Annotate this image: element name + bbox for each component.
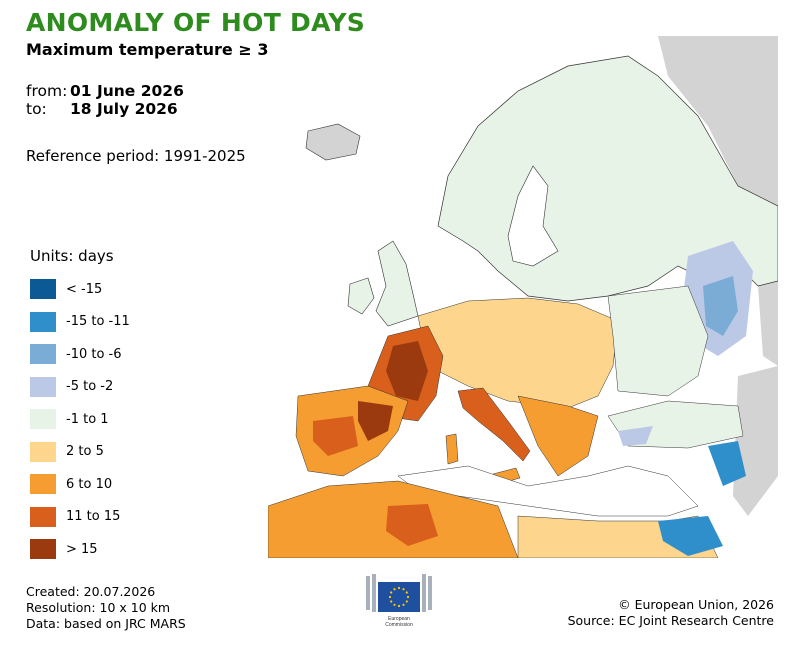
copyright: © European Union, 2026 (618, 597, 774, 612)
legend-swatch (30, 539, 56, 560)
eastern-europe-neutral (607, 285, 709, 397)
eu-star-icon (390, 600, 393, 603)
period-to: to: 18 July 2026 (26, 100, 178, 118)
resolution: Resolution: 10 x 10 km (26, 600, 171, 615)
legend: Units: days < -15 -15 to -11 -10 to -6 -5 t… (30, 247, 130, 566)
legend-label: -5 to -2 (66, 379, 114, 395)
logo-text-2: Commission (385, 622, 413, 628)
data-source: Data: based on JRC MARS (26, 616, 186, 631)
legend-swatch (30, 376, 56, 397)
reference-period: Reference period: 1991-2025 (26, 147, 246, 165)
north-africa-extreme (386, 504, 438, 546)
legend-rows: < -15 -15 to -11 -10 to -6 -5 to -2 -1 to 1 2… (30, 273, 130, 566)
eu-star-icon (397, 604, 401, 608)
legend-item: -15 to -11 (30, 306, 130, 339)
legend-item: 6 to 10 (30, 468, 130, 501)
eu-star-icon (406, 595, 410, 599)
logo-text-1: European (388, 616, 410, 622)
to-label: to: (26, 100, 47, 118)
legend-label: 11 to 15 (66, 509, 121, 525)
legend-swatch (30, 506, 56, 527)
no-data-east (758, 281, 778, 366)
eu-star-icon (393, 603, 396, 606)
legend-label: -10 to -6 (66, 346, 122, 362)
egypt-negative (658, 516, 723, 556)
legend-swatch (30, 441, 56, 462)
legend-label: < -15 (66, 281, 103, 297)
legend-swatch (30, 344, 56, 365)
no-data-northeast (658, 36, 778, 206)
ireland (347, 277, 375, 315)
eu-star-icon (405, 591, 408, 594)
iberia-strong (313, 416, 358, 456)
from-date: 01 June 2026 (70, 82, 184, 100)
map-subtitle: Maximum temperature ≥ 35°C (26, 40, 300, 59)
legend-item: 11 to 15 (30, 501, 130, 534)
baltic-sea (507, 165, 559, 267)
italy-anomaly (457, 387, 531, 462)
iberia-extreme (358, 401, 393, 441)
legend-label: 2 to 5 (66, 444, 104, 460)
to-date: 18 July 2026 (70, 100, 178, 118)
period-from: from: 01 June 2026 (26, 82, 184, 100)
legend-item: 2 to 5 (30, 436, 130, 469)
eu-star-icon (393, 588, 396, 591)
legend-swatch (30, 474, 56, 495)
turkey-negative (618, 426, 653, 446)
levant-negative (708, 441, 746, 486)
legend-swatch (30, 279, 56, 300)
legend-item: -5 to -2 (30, 371, 130, 404)
legend-label: 6 to 10 (66, 476, 113, 492)
iceland (305, 123, 361, 161)
from-label: from: (26, 82, 68, 100)
eu-star-icon (402, 603, 405, 606)
legend-label: -15 to -11 (66, 314, 130, 330)
legend-label: -1 to 1 (66, 411, 109, 427)
eu-star-icon (402, 588, 405, 591)
created-date: Created: 20.07.2026 (26, 584, 156, 599)
balkans-anomaly (517, 395, 599, 477)
footer-right: © European Union, 2026 Source: EC Joint … (568, 597, 774, 629)
legend-units: Units: days (30, 247, 114, 265)
map-title: ANOMALY OF HOT DAYS (26, 8, 366, 37)
legend-item: < -15 (30, 273, 130, 306)
legend-item: > 15 (30, 533, 130, 566)
europe-anomaly-map (268, 36, 778, 558)
sardinia (445, 433, 459, 465)
france-extreme (386, 341, 428, 401)
eu-star-icon (390, 591, 393, 594)
legend-swatch (30, 311, 56, 332)
legend-item: -10 to -6 (30, 338, 130, 371)
legend-swatch (30, 409, 56, 430)
footer-left: Created: 20.07.2026 Resolution: 10 x 10 … (26, 584, 186, 632)
legend-label: > 15 (66, 541, 98, 557)
no-data-southeast (733, 366, 778, 516)
source: Source: EC Joint Research Centre (567, 613, 774, 628)
eu-star-icon (388, 595, 392, 599)
eu-star-icon (397, 586, 401, 590)
legend-item: -1 to 1 (30, 403, 130, 436)
eu-commission-logo: European Commission (358, 572, 440, 628)
central-europe-warm (417, 297, 619, 409)
eu-star-icon (405, 600, 408, 603)
russia-strong-negative (703, 276, 738, 336)
